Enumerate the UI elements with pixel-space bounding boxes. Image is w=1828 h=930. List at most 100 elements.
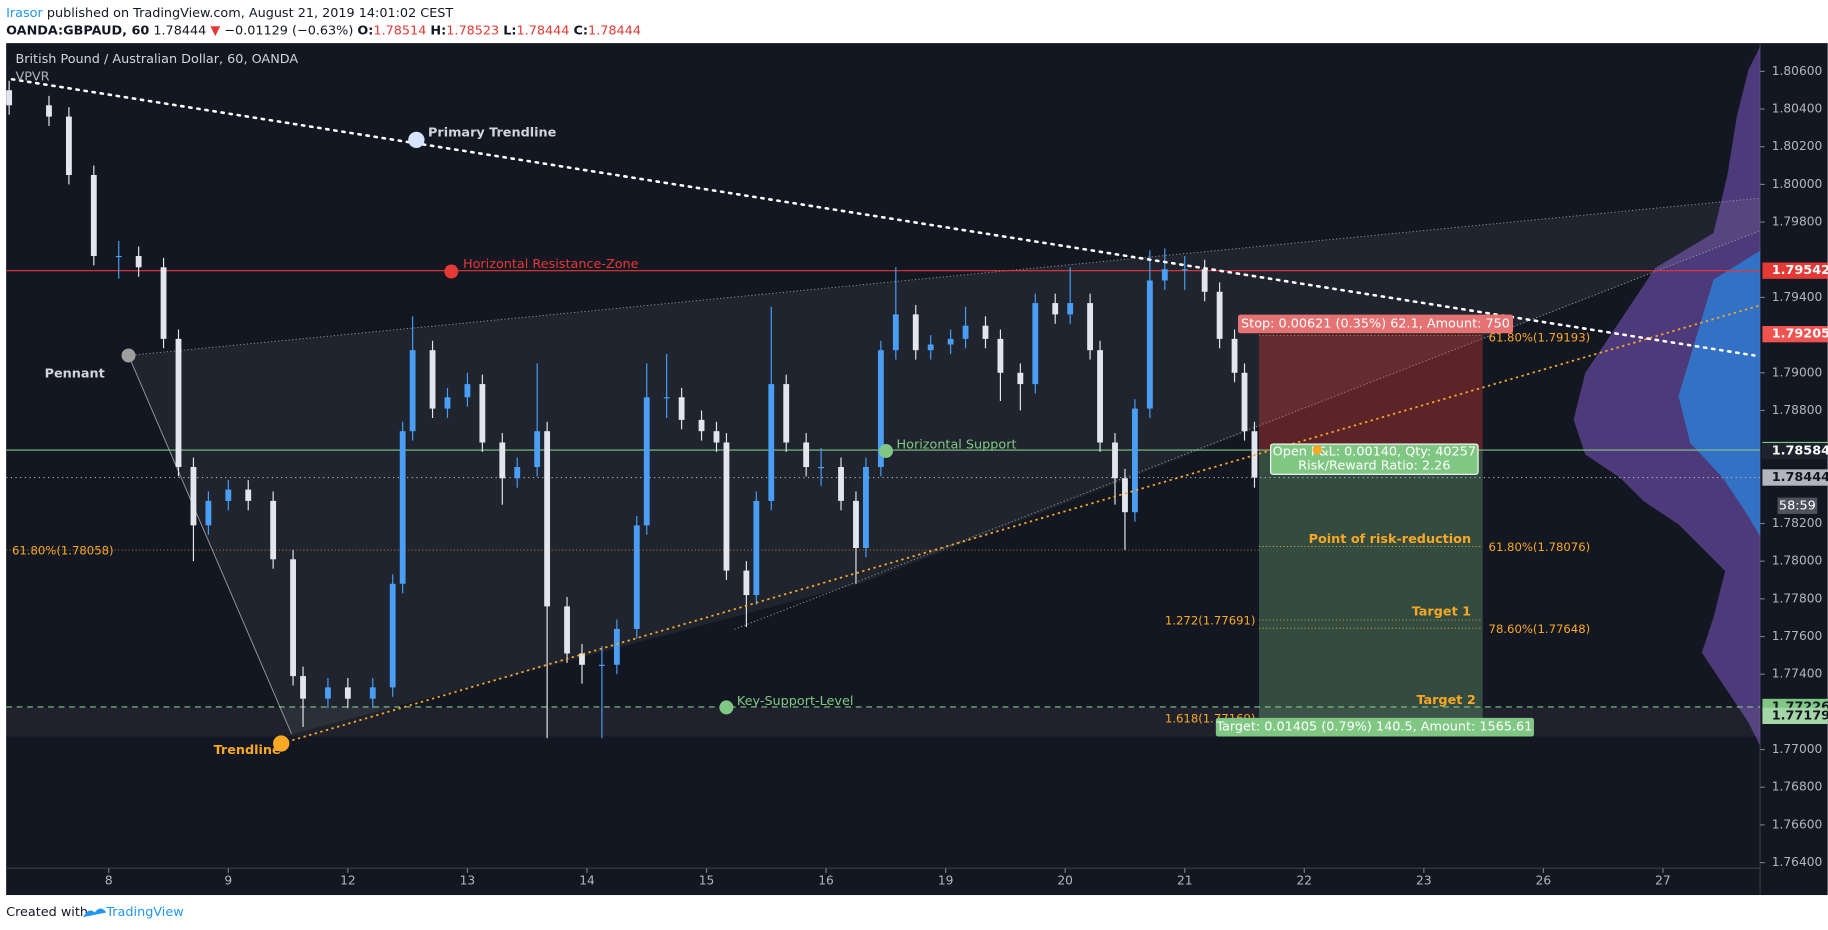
ohlc-value: 1.78444 [588,23,641,38]
x-tick-label: 22 [1297,874,1313,888]
primary-trendline [10,77,1756,357]
target-label: Target: 0.01405 (0.79%) 140.5, Amount: 1… [1215,720,1532,735]
candle-body [743,570,750,596]
x-tick-label: 19 [938,874,954,888]
last-price: 1.78444 [153,23,206,38]
candle-body [723,442,730,571]
footer-brand[interactable]: TradingView [105,905,183,920]
symbol: OANDA:GBPAUD, 60 [6,23,149,38]
candle-body [663,397,670,399]
y-tick-label: 1.77800 [1772,591,1823,605]
y-tick-label: 1.76800 [1772,780,1823,794]
candle-body [753,500,760,596]
target-label-box [1215,717,1534,737]
candle-body [160,267,167,339]
anchor-dot [273,735,290,752]
countdown: 58:59 [1779,498,1816,513]
candle-body [344,687,351,699]
candle-body [912,314,919,351]
x-tick-label: 21 [1177,874,1193,888]
header-line: Irasor published on TradingView.com, Aug… [6,5,453,20]
symbol-line: OANDA:GBPAUD, 60 1.78444 ▼ −0.01129 (−0.… [6,23,641,38]
ohlc-key: H: [430,23,446,38]
candle-body [1052,303,1059,315]
candle-body [399,431,406,584]
candle-body [1067,303,1074,315]
fib-label: 1.272(1.77691) [1165,614,1256,628]
candle-body [429,350,436,409]
indicator-legend: VPVR [15,69,49,84]
x-tick-label: 26 [1536,874,1552,888]
price-badge [1762,326,1828,343]
candle-body [115,255,122,258]
candle-body [698,419,705,432]
fib-label: 61.80%(1.78076) [1489,540,1591,554]
candle-body [1097,350,1103,443]
y-tick-label: 1.79400 [1772,290,1823,304]
candle-body [633,525,640,629]
support-trendline [280,304,1761,745]
fib-label: 78.60%(1.77648) [1489,622,1591,636]
stop-label-box [1237,314,1514,334]
y-tick-label: 1.76600 [1772,817,1823,831]
candle-body [713,431,720,443]
pennant-edge [128,355,293,735]
x-tick-label: 14 [579,874,595,888]
candle-body [1231,338,1238,373]
anchor-dot [879,444,894,459]
x-tick-label: 15 [699,874,715,888]
candle-body [927,344,934,351]
volume-profile [1573,46,1761,746]
candle-body [947,338,954,345]
anchor-dot [444,264,459,279]
candle-body [997,338,1004,373]
y-tick-label: 1.78200 [1772,516,1823,530]
fib-label: 61.80%(1.78058) [12,544,114,558]
volume-profile-value-area [1678,250,1761,537]
price-badge [1762,262,1828,279]
x-tick-label: 13 [460,874,476,888]
annotation: Horizontal Support [897,438,1017,453]
entry-dot [1312,445,1322,455]
x-tick-label: 9 [224,874,232,888]
candle-body [1216,291,1223,339]
annotation: Key-Support-Level [737,694,854,709]
ohlc-key: C: [574,23,589,38]
published: published on TradingView.com, August 21,… [47,5,454,20]
candle-body [613,628,620,665]
price-badge-label: 1.77179 [1772,708,1828,723]
candle-body [225,489,232,501]
change-arrow: ▼ [210,23,220,38]
price-badge-label: 1.79542 [1772,263,1828,278]
y-tick-label: 1.77400 [1772,667,1823,681]
y-tick-label: 1.80600 [1772,64,1823,78]
candle-body [479,384,486,443]
chart-background [6,43,1828,896]
candle-body [643,397,650,526]
risk-reward: Risk/Reward Ratio: 2.26 [1298,459,1450,474]
plot [6,80,1761,739]
candle-body [962,325,969,339]
candle-body [300,676,306,699]
annotation: Target 1 [1412,604,1471,619]
annotation: Pennant [45,367,105,382]
series-legend: British Pound / Australian Dollar, 60, O… [15,52,298,67]
candle-body [1087,303,1094,351]
author[interactable]: Irasor [6,5,43,20]
pl-box [1270,443,1479,475]
candle-body [768,384,775,501]
stop-zone [1258,334,1483,452]
y-tick-label: 1.79800 [1772,215,1823,229]
annotation: Trendline [214,743,281,758]
candle-body [544,431,551,607]
y-tick-label: 1.78800 [1772,403,1823,417]
annotation: Target 2 [1416,693,1475,708]
price-badge [1762,442,1828,460]
x-tick-label: 27 [1655,874,1671,888]
candle-body [1017,372,1024,385]
candle-body [534,431,541,467]
candle-body [190,466,197,526]
pennant-upper [128,197,1761,356]
price-badge-label: 1.78584 [1772,444,1828,459]
